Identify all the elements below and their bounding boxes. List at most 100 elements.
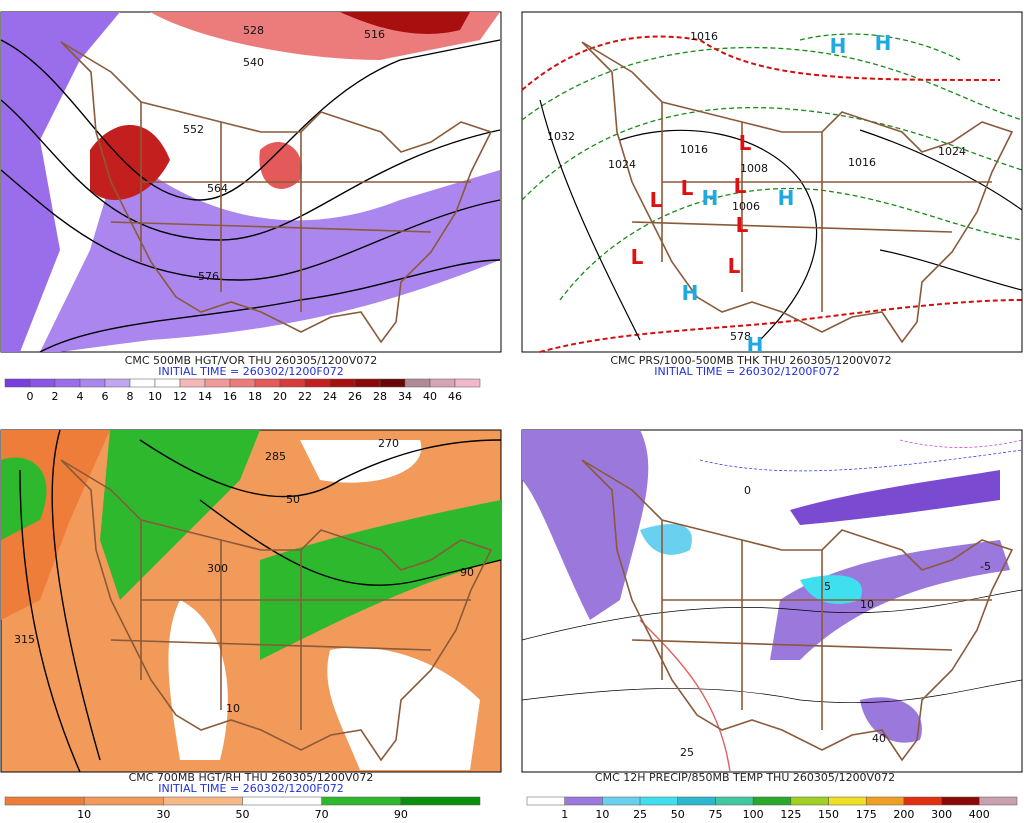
- colorbar-label: 28: [373, 390, 387, 403]
- pressure-center: L: [650, 188, 663, 212]
- colorbar-label: 150: [818, 808, 839, 819]
- colorbar-box: [204, 378, 231, 388]
- colorbar-box: [83, 796, 164, 806]
- colorbar-box: [379, 378, 406, 388]
- colorbar-label: 125: [780, 808, 801, 819]
- colorbar-label: 100: [743, 808, 764, 819]
- colorbar-box: [304, 378, 331, 388]
- colorbar-label: 300: [931, 808, 952, 819]
- contour-label: 1006: [732, 200, 760, 213]
- panel-pressure: 1032 1024 1016 1008 1006 1016 1024 1016 …: [521, 11, 1023, 378]
- contour-label: 552: [183, 123, 204, 136]
- colorbar-box: [4, 796, 85, 806]
- colorbar-box: [104, 378, 131, 388]
- colorbar-label: 10: [595, 808, 609, 819]
- colorbar-box: [979, 796, 1018, 806]
- thickness-contours: [521, 33, 1023, 301]
- colorbar-box: [400, 796, 481, 806]
- initial-time: INITIAL TIME = 260302/1200F072: [158, 782, 343, 795]
- caption: CMC 12H PRECIP/850MB TEMP THU 260305/120…: [595, 771, 895, 784]
- colorbar-label: 25: [633, 808, 647, 819]
- contour-label: 10: [860, 598, 874, 611]
- colorbar-box: [129, 378, 156, 388]
- colorbar-label: 30: [156, 808, 170, 819]
- colorbar-box: [677, 796, 716, 806]
- pressure-center: H: [778, 186, 795, 210]
- caption: CMC 500MB HGT/VOR THU 260305/1200V072: [125, 354, 378, 367]
- colorbar-box: [179, 378, 206, 388]
- colorbar-label: 34: [398, 390, 412, 403]
- colorbar-label: 200: [893, 808, 914, 819]
- colorbar-label: 75: [708, 808, 722, 819]
- colorbar-box: [454, 378, 481, 388]
- pressure-center: L: [736, 213, 749, 237]
- colorbar-box: [242, 796, 322, 806]
- colorbar-label: 16: [223, 390, 237, 403]
- pressure-center: L: [728, 254, 741, 278]
- colorbar-box: [828, 796, 867, 806]
- colorbar-label: 50: [236, 808, 250, 819]
- contour-label: 578: [730, 330, 751, 343]
- colorbar-box: [229, 378, 256, 388]
- caption: CMC 700MB HGT/RH THU 260305/1200V072: [129, 771, 374, 784]
- contour-label: 1008: [740, 162, 768, 175]
- contour-label: 90: [460, 566, 474, 579]
- colorbar-box: [404, 378, 431, 388]
- contour-label: 528: [243, 24, 264, 37]
- colorbar-label: 0: [27, 390, 34, 403]
- colorbar-box: [790, 796, 829, 806]
- colorbar-box: [79, 378, 106, 388]
- contour-label: 564: [207, 182, 228, 195]
- contour-label: 25: [680, 746, 694, 759]
- pressure-center: H: [875, 31, 892, 55]
- contour-label: 1024: [938, 145, 966, 158]
- panel-vorticity: 528 540 552 564 576 516 CMC 500MB HGT/VO…: [0, 11, 502, 403]
- colorbar-box: [29, 378, 56, 388]
- colorbar-label: 22: [298, 390, 312, 403]
- colorbar: 1 10 25 50 75 100 125 150 175 200 300 400: [526, 796, 1018, 821]
- height-contours: [19, 429, 502, 773]
- pressure-centers: LLL LLL LH HH HHH: [631, 31, 892, 357]
- contour-label: -5: [980, 560, 991, 573]
- contour-label: 315: [14, 633, 35, 646]
- colorbar-box: [752, 796, 792, 806]
- colorbar-box: [54, 378, 81, 388]
- initial-time: INITIAL TIME = 260302/1200F072: [158, 365, 343, 378]
- colorbar-label: 2: [52, 390, 59, 403]
- contour-label: 576: [198, 270, 219, 283]
- pressure-center: L: [631, 245, 644, 269]
- contour-label: 516: [364, 28, 385, 41]
- panel-humidity: 270 285 300 315 50 10 90 CMC 700MB HGT/R…: [0, 429, 502, 821]
- colorbar-label: 40: [423, 390, 437, 403]
- colorbar: 10 30 50 70 90: [4, 796, 481, 821]
- contour-label: 270: [378, 437, 399, 450]
- colorbar: 0 2 4 6 8 10 12 14 16 18 20 22 24 26 28 34 40 46: [4, 378, 481, 403]
- colorbar-label: 50: [671, 808, 685, 819]
- colorbar-box: [602, 796, 641, 806]
- colorbar-label: 12: [173, 390, 187, 403]
- colorbar-label: 46: [448, 390, 462, 403]
- initial-time: INITIAL TIME = 260302/1200F072: [654, 365, 839, 378]
- colorbar-box: [639, 796, 679, 806]
- colorbar-box: [429, 378, 456, 388]
- height-contours: [0, 39, 501, 353]
- colorbar-label: 10: [77, 808, 91, 819]
- colorbar-box: [941, 796, 980, 806]
- contour-label: 50: [286, 493, 300, 506]
- contour-label: 300: [207, 562, 228, 575]
- colorbar-box: [163, 796, 243, 806]
- colorbar-box: [865, 796, 905, 806]
- pressure-center: L: [681, 176, 694, 200]
- contour-label: 285: [265, 450, 286, 463]
- colorbar-box: [354, 378, 381, 388]
- colorbar-box: [715, 796, 754, 806]
- contour-label: 5: [824, 580, 831, 593]
- humidity-fill: [1, 430, 501, 770]
- colorbar-label: 1: [561, 808, 568, 819]
- colorbar-label: 10: [148, 390, 162, 403]
- pressure-center: H: [830, 34, 847, 58]
- isobars: [539, 99, 1023, 341]
- pressure-center: L: [734, 174, 747, 198]
- colorbar-box: [154, 378, 181, 388]
